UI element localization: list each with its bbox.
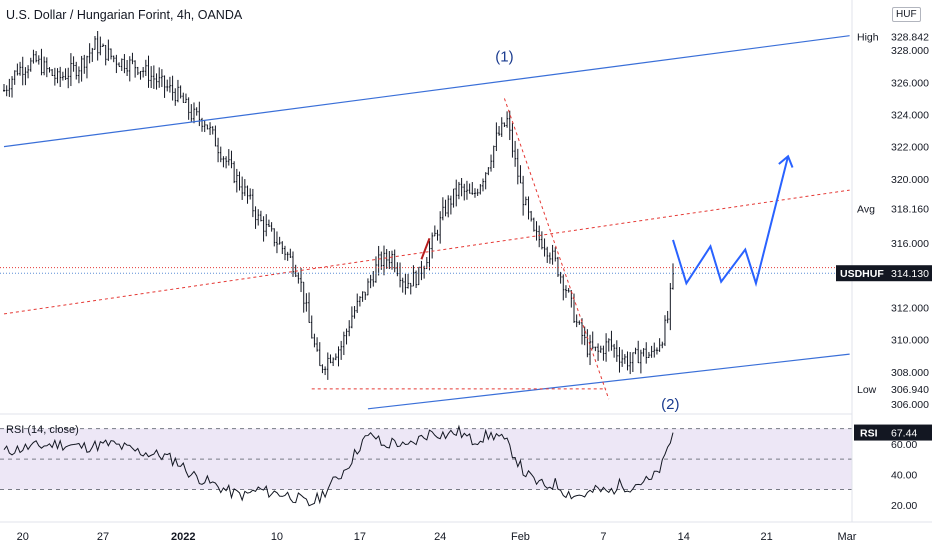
time-tick-label: Mar bbox=[837, 531, 856, 543]
high-price-bg bbox=[854, 28, 932, 45]
low-price-bg bbox=[854, 380, 932, 397]
triangle-dashed-line[interactable] bbox=[503, 98, 610, 400]
price-tick-label: 316.000 bbox=[891, 238, 929, 250]
price-tick-label: 310.000 bbox=[891, 335, 929, 347]
avg-price-value: 318.160 bbox=[891, 203, 929, 215]
time-tick-label: 10 bbox=[271, 531, 283, 543]
time-tick-label: 21 bbox=[761, 531, 773, 543]
last-price-symbol: USDHUF bbox=[840, 268, 884, 280]
high-price-value: 328.842 bbox=[891, 32, 929, 44]
low-price-value: 306.940 bbox=[891, 384, 929, 396]
last-price-badge[interactable] bbox=[836, 265, 932, 282]
rsi-value-badge[interactable] bbox=[854, 424, 932, 441]
price-pane[interactable]: (1) (2) bbox=[0, 31, 852, 413]
high-price-label: High bbox=[857, 32, 879, 44]
highlight-segment[interactable] bbox=[420, 237, 431, 260]
price-tick-label: 322.000 bbox=[891, 142, 929, 154]
channel-lower-line[interactable] bbox=[367, 353, 850, 410]
price-tick-label: 312.000 bbox=[891, 302, 929, 314]
chart-title: U.S. Dollar / Hungarian Forint, 4h, OAND… bbox=[6, 8, 243, 22]
avg-price-label: Avg bbox=[857, 203, 875, 215]
time-tick-label: Feb bbox=[511, 531, 530, 543]
rsi-line[interactable] bbox=[3, 424, 674, 507]
wave-label-2: (2) bbox=[661, 396, 679, 413]
price-tick-label: 324.000 bbox=[891, 109, 929, 121]
rsi-tick-label: 60.00 bbox=[891, 439, 917, 451]
time-tick-label: 24 bbox=[434, 531, 446, 543]
price-tick-label: 306.000 bbox=[891, 399, 929, 411]
average-dashed-line[interactable] bbox=[3, 189, 850, 315]
price-tick-label: 326.000 bbox=[891, 77, 929, 89]
forecast-arrowhead bbox=[778, 154, 794, 168]
avg-price-bg bbox=[854, 200, 932, 217]
rsi-pane[interactable] bbox=[0, 424, 852, 507]
wave-label-1: (1) bbox=[495, 48, 513, 65]
price-tick-label: 328.000 bbox=[891, 45, 929, 57]
time-tick-label: 14 bbox=[678, 531, 690, 543]
rsi-badge-value: 67.44 bbox=[891, 428, 917, 440]
time-tick-label: 2022 bbox=[171, 531, 195, 543]
rsi-tick-label: 20.00 bbox=[891, 500, 917, 512]
time-tick-label: 27 bbox=[97, 531, 109, 543]
time-tick-label: 20 bbox=[17, 531, 29, 543]
rsi-tick-label: 40.00 bbox=[891, 469, 917, 481]
currency-badge[interactable]: HUF bbox=[892, 7, 921, 22]
price-tick-label: 320.000 bbox=[891, 174, 929, 186]
rsi-indicator-label[interactable]: RSI (14, close) bbox=[6, 424, 79, 436]
time-tick-label: 7 bbox=[600, 531, 606, 543]
forecast-path[interactable] bbox=[672, 156, 790, 287]
low-price-label: Low bbox=[857, 384, 877, 396]
time-tick-label: 17 bbox=[354, 531, 366, 543]
price-tick-label: 308.000 bbox=[891, 367, 929, 379]
rsi-badge-tag: RSI bbox=[860, 428, 878, 440]
last-price-value: 314.130 bbox=[891, 268, 929, 280]
channel-upper-line[interactable] bbox=[3, 35, 850, 148]
